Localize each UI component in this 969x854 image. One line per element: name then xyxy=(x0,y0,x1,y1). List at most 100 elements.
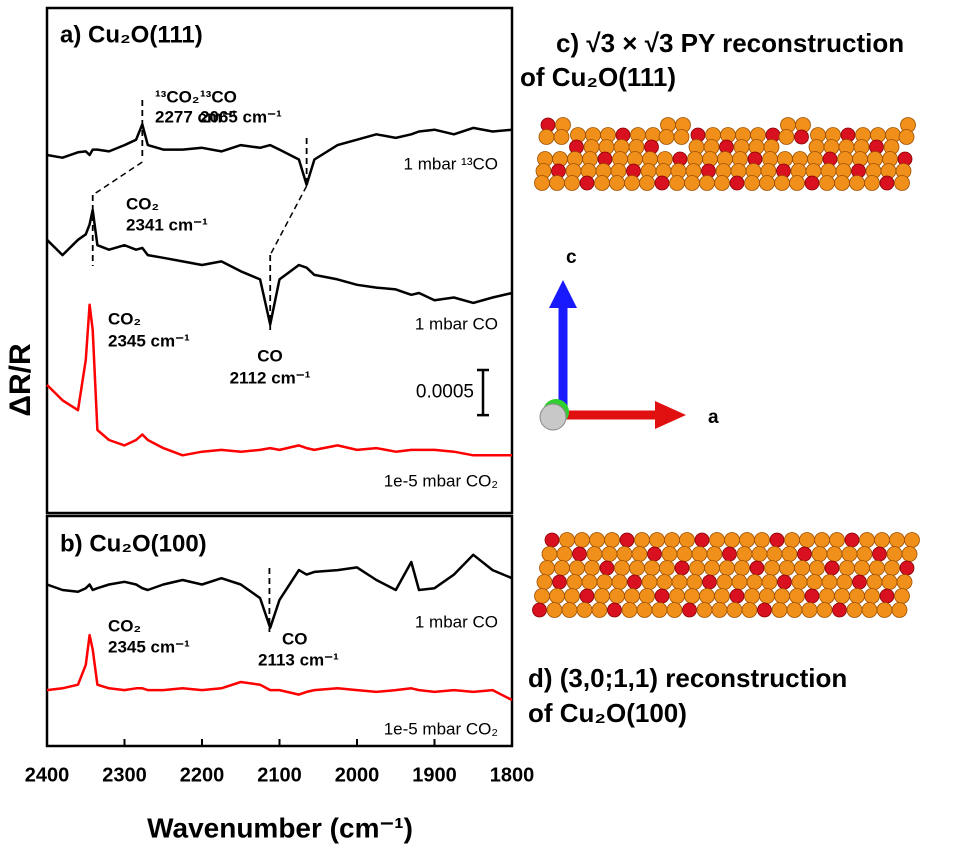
structure-title: c) √3 × √3 PY reconstruction xyxy=(556,28,904,58)
copper-atom xyxy=(842,547,857,562)
copper-atom xyxy=(717,575,732,590)
copper-atom xyxy=(787,603,802,618)
x-tick-label: 1800 xyxy=(490,764,535,786)
copper-atom xyxy=(772,603,787,618)
panel-b-title: b) Cu₂O(100) xyxy=(60,530,207,557)
copper-atom xyxy=(595,589,610,604)
x-tick-label: 1900 xyxy=(412,764,457,786)
copper-atom xyxy=(565,176,580,191)
copper-atom xyxy=(625,176,640,191)
peak-label: ¹³CO xyxy=(200,87,237,106)
copper-atom xyxy=(632,547,647,562)
axes-triad: c a xyxy=(540,247,719,430)
copper-atom xyxy=(535,176,550,191)
copper-atom xyxy=(835,176,850,191)
copper-atom xyxy=(815,533,830,548)
copper-atom xyxy=(790,589,805,604)
copper-atom xyxy=(860,533,875,548)
peak-label: CO xyxy=(257,346,283,365)
copper-atom xyxy=(807,575,822,590)
copper-atom xyxy=(557,547,572,562)
oxygen-atom xyxy=(730,176,744,190)
oxygen-atom xyxy=(880,176,894,190)
structure-subtitle: of Cu₂O(100) xyxy=(528,698,687,728)
copper-atom xyxy=(882,575,897,590)
oxygen-atom xyxy=(648,547,662,561)
copper-atom xyxy=(790,176,805,191)
copper-atom xyxy=(725,533,740,548)
copper-atom xyxy=(835,589,850,604)
copper-atom xyxy=(885,561,900,576)
oxygen-atom xyxy=(533,603,547,617)
copper-atom xyxy=(582,575,597,590)
copper-atom xyxy=(827,547,842,562)
copper-atom xyxy=(610,589,625,604)
peak-position: 2345 cm⁻¹ xyxy=(108,331,190,350)
copper-atom xyxy=(870,561,885,576)
copper-atom xyxy=(652,603,667,618)
copper-atom xyxy=(850,176,865,191)
oxygen-atom xyxy=(703,575,717,589)
copper-atom xyxy=(592,603,607,618)
oxygen-atom xyxy=(825,561,839,575)
arrow-head xyxy=(549,280,577,308)
copper-atom xyxy=(830,533,845,548)
copper-atom xyxy=(810,561,825,576)
oxygen-atom xyxy=(758,603,772,617)
copper-atom xyxy=(765,561,780,576)
copper-atom xyxy=(690,561,705,576)
copper-atom xyxy=(577,603,592,618)
copper-atom xyxy=(642,575,657,590)
copper-atom xyxy=(539,130,554,145)
oxygen-atom xyxy=(750,561,764,575)
copper-atom xyxy=(817,603,832,618)
copper-atom xyxy=(659,130,674,145)
copper-atom xyxy=(535,589,550,604)
oxygen-atom xyxy=(723,547,737,561)
copper-atom xyxy=(637,603,652,618)
copper-atom xyxy=(537,575,552,590)
series-label: 1 mbar CO xyxy=(415,612,498,631)
x-tick-label: 2000 xyxy=(335,764,380,786)
copper-atom xyxy=(590,533,605,548)
copper-atom xyxy=(775,176,790,191)
oxygen-atom xyxy=(600,561,614,575)
copper-atom xyxy=(560,533,575,548)
copper-atom xyxy=(705,561,720,576)
copper-atom xyxy=(745,589,760,604)
copper-atom xyxy=(887,547,902,562)
copper-atom xyxy=(542,547,557,562)
copper-atom xyxy=(645,561,660,576)
copper-atom xyxy=(595,176,610,191)
oxygen-atom xyxy=(798,547,812,561)
oxygen-atom xyxy=(900,561,914,575)
copper-atom xyxy=(685,176,700,191)
panel-a-title: a) Cu₂O(111) xyxy=(60,21,203,48)
copper-atom xyxy=(740,533,755,548)
oxygen-atom xyxy=(770,533,784,547)
oxygen-atom xyxy=(778,575,792,589)
copper-atom xyxy=(587,547,602,562)
copper-atom xyxy=(660,561,675,576)
copper-atom xyxy=(875,533,890,548)
copper-atom xyxy=(677,547,692,562)
copper-atom xyxy=(665,533,680,548)
copper-atom xyxy=(685,589,700,604)
x-tick-label: 2200 xyxy=(180,764,225,786)
copper-atom xyxy=(762,575,777,590)
copper-atom xyxy=(670,589,685,604)
peak-label: ¹³CO₂ xyxy=(155,87,199,106)
oxygen-atom xyxy=(833,603,847,617)
copper-atom xyxy=(865,589,880,604)
copper-atom xyxy=(622,603,637,618)
copper-atom xyxy=(742,603,757,618)
oxygen-atom xyxy=(628,575,642,589)
copper-atom xyxy=(700,176,715,191)
copper-atom xyxy=(752,547,767,562)
copper-atom xyxy=(737,547,752,562)
copper-atom xyxy=(800,533,815,548)
copper-atom xyxy=(700,589,715,604)
copper-atom xyxy=(727,603,742,618)
copper-atom xyxy=(735,561,750,576)
oxygen-atom xyxy=(730,589,744,603)
